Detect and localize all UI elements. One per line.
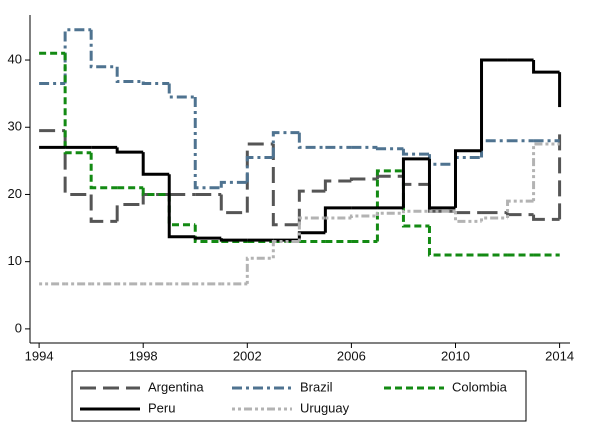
- x-tick-label: 2014: [545, 348, 574, 363]
- x-tick-label: 1998: [129, 348, 158, 363]
- x-tick-label: 2006: [337, 348, 366, 363]
- step-segment: [141, 187, 170, 196]
- step-segment: [480, 58, 508, 151]
- x-tick-label: 2002: [233, 348, 262, 363]
- step-segment: [480, 139, 508, 158]
- step-segment: [115, 66, 144, 84]
- step-segment: [453, 149, 482, 208]
- step-segment: [193, 224, 222, 244]
- step-segment: [375, 174, 404, 179]
- step-segment: [297, 231, 326, 241]
- legend-label: Brazil: [300, 379, 333, 394]
- step-segment: [532, 214, 560, 221]
- step-segment: [532, 60, 560, 74]
- step-segment: [219, 194, 248, 215]
- step-segment: [271, 240, 300, 259]
- step-segment: [89, 152, 118, 190]
- step-segment: [401, 148, 430, 156]
- step-segment: [219, 238, 248, 242]
- step-segment: [115, 203, 144, 222]
- step-segment: [89, 29, 118, 69]
- y-tick-label: 0: [15, 320, 22, 335]
- step-segment: [193, 236, 222, 240]
- step-segment: [427, 158, 456, 210]
- step-segment: [453, 155, 482, 165]
- step-segment: [401, 157, 430, 208]
- legend-label: Argentina: [148, 379, 204, 394]
- step-segment: [297, 216, 326, 242]
- step-segment: [323, 179, 352, 192]
- step-segment: [349, 177, 378, 182]
- step-segment: [297, 132, 326, 149]
- y-tick-label: 30: [8, 119, 22, 134]
- step-segment: [375, 169, 404, 242]
- step-segment: [63, 28, 92, 84]
- step-segment: [532, 142, 560, 202]
- step-segment: [271, 131, 300, 158]
- step-segment: [167, 83, 196, 99]
- step-segment: [453, 211, 482, 215]
- step-segment: [401, 170, 430, 228]
- step-segment: [480, 216, 508, 222]
- step-segment: [115, 147, 144, 154]
- legend-label: Colombia: [452, 379, 508, 394]
- step-segment: [141, 152, 170, 176]
- step-segment: [323, 206, 352, 233]
- step-segment: [141, 192, 170, 205]
- y-tick-label: 20: [8, 186, 22, 201]
- x-tick-label: 1994: [25, 348, 54, 363]
- legend-box: [71, 370, 527, 422]
- y-tick-label: 10: [8, 253, 22, 268]
- step-segment: [427, 226, 456, 257]
- step-segment: [63, 53, 92, 155]
- step-segment: [167, 174, 196, 239]
- step-segment: [63, 130, 92, 196]
- step-segment: [506, 199, 534, 218]
- step-segment: [245, 142, 274, 213]
- step-segment: [375, 147, 404, 151]
- step-segment: [427, 154, 456, 166]
- step-segment: [89, 194, 118, 223]
- step-segment: [245, 256, 274, 284]
- step-segment: [167, 194, 196, 227]
- step-segment: [271, 144, 300, 227]
- step-segment: [219, 180, 248, 188]
- step-segment: [349, 214, 378, 218]
- y-tick-label: 40: [8, 51, 22, 66]
- step-segment: [297, 189, 326, 225]
- step-segment: [506, 212, 534, 217]
- step-segment: [141, 81, 170, 86]
- step-segment: [401, 176, 430, 186]
- legend-label: Peru: [148, 400, 175, 415]
- legend-label: Uruguay: [300, 400, 350, 415]
- step-segment: [401, 209, 430, 214]
- step-segment: [245, 155, 274, 183]
- x-tick-label: 2010: [441, 348, 470, 363]
- step-segment: [193, 97, 222, 190]
- step-segment: [375, 211, 404, 216]
